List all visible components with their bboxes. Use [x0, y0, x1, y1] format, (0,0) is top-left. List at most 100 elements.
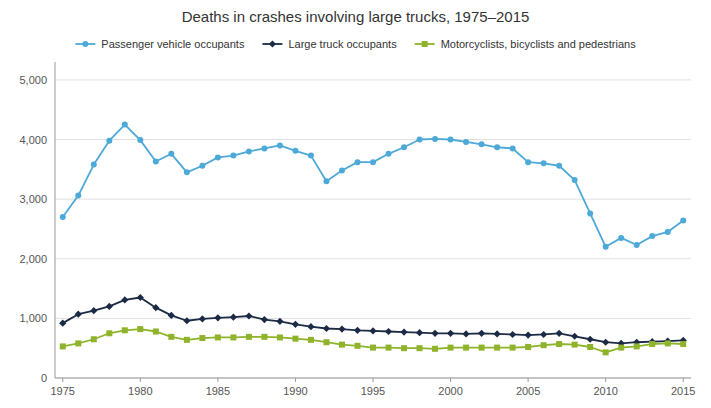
point — [602, 339, 609, 346]
axes: 01,0002,0003,0004,0005,00019751980198519… — [19, 62, 695, 397]
grid-line — [55, 79, 691, 80]
point — [386, 151, 392, 157]
point — [665, 340, 671, 346]
x-tick-label: 1990 — [283, 385, 307, 397]
title: Deaths in crashes involving large trucks… — [182, 8, 530, 25]
point — [215, 334, 221, 340]
point — [386, 345, 392, 351]
x-tick-label: 1980 — [128, 385, 152, 397]
point — [60, 343, 66, 349]
x-tick — [217, 378, 218, 382]
point — [479, 345, 485, 351]
point — [680, 341, 686, 347]
point — [277, 334, 283, 340]
y-tick-label: 4,000 — [19, 134, 47, 146]
point — [323, 339, 329, 345]
point — [246, 148, 252, 154]
point — [215, 154, 221, 160]
chart: Deaths in crashes involving large trucks… — [0, 0, 711, 408]
point — [463, 345, 469, 351]
point — [370, 159, 376, 165]
background — [0, 0, 711, 408]
point — [634, 343, 640, 349]
point — [168, 334, 174, 340]
grid-line — [55, 199, 691, 200]
point — [122, 122, 128, 128]
point — [525, 159, 531, 165]
x-tick — [140, 378, 141, 382]
x-tick-label: 2000 — [438, 385, 462, 397]
x-tick-label: 2005 — [516, 385, 540, 397]
x-tick-label: 2010 — [593, 385, 617, 397]
x-tick — [373, 378, 374, 382]
x-tick-label: 1985 — [206, 385, 230, 397]
x-tick — [62, 378, 63, 382]
y-axis-line — [55, 62, 56, 378]
point — [525, 331, 532, 338]
point — [370, 345, 376, 351]
legend-swatch-marker — [269, 40, 276, 47]
point — [308, 153, 314, 159]
grid-line — [55, 318, 691, 319]
point — [277, 142, 283, 148]
point — [463, 139, 469, 145]
series — [60, 326, 686, 355]
point — [587, 344, 593, 350]
point — [556, 341, 562, 347]
point — [432, 136, 438, 142]
point — [323, 325, 330, 332]
series — [59, 294, 687, 347]
point — [432, 346, 438, 352]
point — [541, 342, 547, 348]
point — [401, 144, 407, 150]
x-axis-line — [55, 378, 691, 379]
point — [323, 178, 329, 184]
point — [214, 314, 221, 321]
point — [292, 321, 299, 328]
point — [106, 330, 112, 336]
point — [369, 327, 376, 334]
point — [571, 333, 578, 340]
series — [60, 122, 686, 250]
point — [417, 345, 423, 351]
point — [494, 144, 500, 150]
point — [75, 311, 82, 318]
point — [153, 328, 159, 334]
point — [199, 335, 205, 341]
point — [246, 334, 252, 340]
point — [338, 326, 345, 333]
x-tick-label: 1995 — [361, 385, 385, 397]
x-tick — [450, 378, 451, 382]
legend-item: Motorcyclists, bicyclists and pedestrian… — [415, 38, 637, 50]
x-tick — [605, 378, 606, 382]
point — [307, 323, 314, 330]
point — [510, 145, 516, 151]
point — [618, 345, 624, 351]
point — [510, 345, 516, 351]
point — [137, 137, 143, 143]
point — [401, 345, 407, 351]
point — [230, 334, 236, 340]
point — [261, 334, 267, 340]
series-line — [63, 298, 683, 344]
point — [60, 214, 66, 220]
point — [417, 137, 423, 143]
grid-line — [55, 139, 691, 140]
point — [665, 229, 671, 235]
point — [603, 244, 609, 250]
point — [448, 137, 454, 143]
point — [276, 318, 283, 325]
point — [106, 138, 112, 144]
point — [525, 344, 531, 350]
y-tick-label: 0 — [41, 372, 47, 384]
point — [199, 163, 205, 169]
point — [121, 296, 128, 303]
point — [137, 294, 144, 301]
point — [292, 336, 298, 342]
point — [448, 345, 454, 351]
point — [122, 327, 128, 333]
point — [634, 242, 640, 248]
x-tick — [295, 378, 296, 382]
point — [462, 330, 469, 337]
point — [261, 145, 267, 151]
